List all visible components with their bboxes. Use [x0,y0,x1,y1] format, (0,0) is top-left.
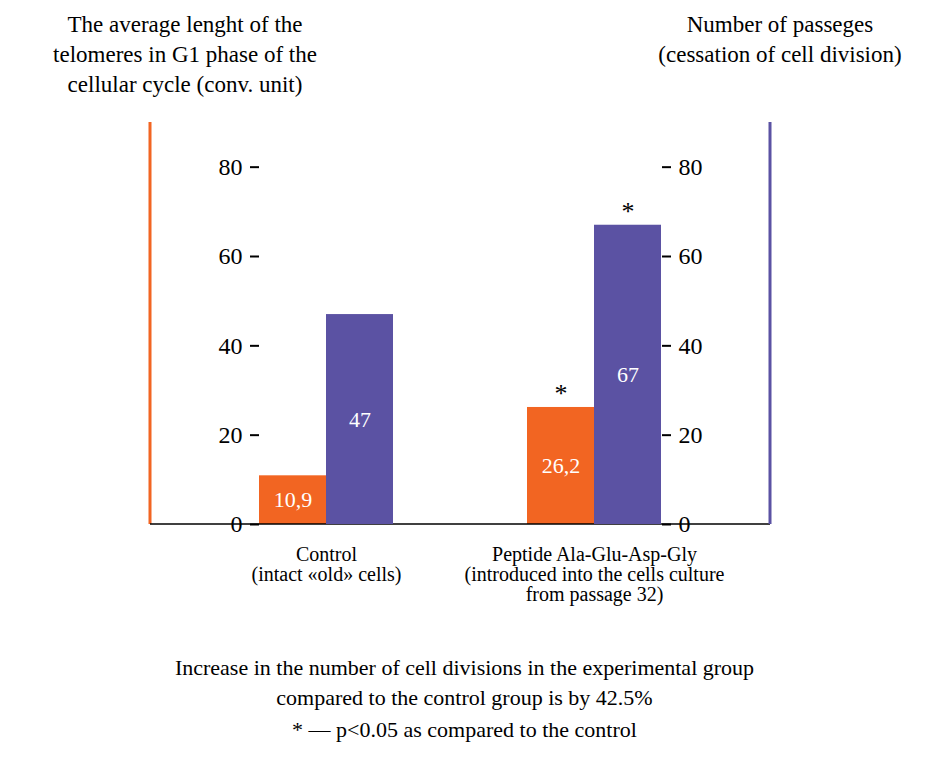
svg-text:10,9: 10,9 [274,487,313,512]
svg-text:20: 20 [679,422,703,448]
svg-text:80: 80 [679,154,703,180]
svg-text:0: 0 [679,511,691,537]
html-text:Increase in the number of cell: Increase in the number of cell divisions… [174,655,755,710]
svg-text:40: 40 [679,333,703,359]
html-text:Number of passeges (cessation: Number of passeges (cessation of cell di… [658,12,902,67]
svg-text:0: 0 [230,511,243,538]
html-text:* — p<0.05 as compared to the: * — p<0.05 as compared to the control [292,717,637,742]
svg-text:67: 67 [617,362,639,387]
svg-text:47: 47 [349,407,371,432]
svg-text:Control(intact «old» cells): Control(intact «old» cells) [252,543,402,586]
svg-text:60: 60 [219,243,243,269]
svg-text:26,2: 26,2 [542,453,581,478]
svg-text:40: 40 [219,333,243,359]
html-text:The average lenght of the telo: The average lenght of the telomeres in G… [53,12,317,97]
svg-text:Peptide Ala-Glu-Asp-Gly(introd: Peptide Ala-Glu-Asp-Gly(introduced into … [465,543,725,606]
svg-text:80: 80 [219,154,243,180]
svg-text:*: * [622,197,635,226]
svg-text:*: * [555,379,568,408]
svg-text:60: 60 [679,243,703,269]
svg-text:20: 20 [219,422,243,448]
